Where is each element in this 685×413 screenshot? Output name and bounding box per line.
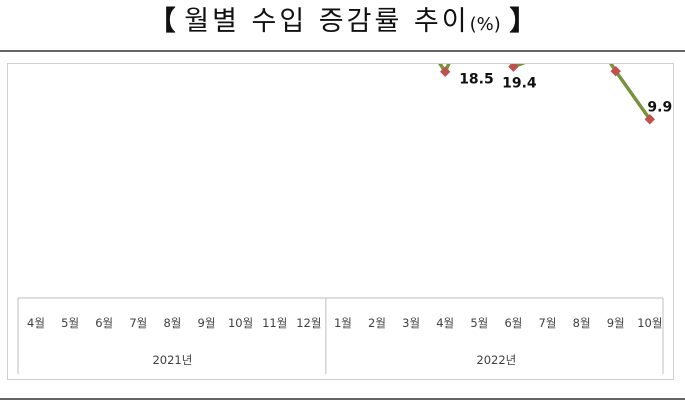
x-tick-label: 6월 xyxy=(504,316,522,330)
data-label: 18.6 xyxy=(606,64,641,65)
data-point xyxy=(644,114,655,125)
x-tick-label: 5월 xyxy=(470,316,488,330)
x-tick-label: 10월 xyxy=(228,316,253,330)
title-open-bracket: 【 xyxy=(148,6,176,37)
data-point xyxy=(610,65,621,77)
x-tick-label: 5월 xyxy=(61,316,79,330)
series-line xyxy=(438,64,652,121)
title-underline xyxy=(0,50,685,52)
x-group-label: 2022년 xyxy=(476,353,516,367)
title-text: 월별 수입 증감률 추이 xyxy=(184,6,470,37)
x-tick-label: 9월 xyxy=(607,316,625,330)
x-tick-label: 7월 xyxy=(129,316,147,330)
x-tick-label: 11월 xyxy=(262,316,287,330)
data-label: 19.4 xyxy=(502,76,537,92)
x-tick-label: 4월 xyxy=(436,316,454,330)
x-tick-label: 9월 xyxy=(198,316,216,330)
x-tick-label: 10월 xyxy=(637,316,662,330)
x-tick-label: 1월 xyxy=(334,316,352,330)
x-tick-label: 12월 xyxy=(296,316,321,330)
x-tick-label: 3월 xyxy=(402,316,420,330)
title-unit: (%) xyxy=(469,14,501,35)
line-chart: 4월 5월 6월 7월 8월 9월 10월 11월 12월 1월 2월 3월 4월 5월 6월 7월 8월 9월 1… xyxy=(17,64,672,374)
data-point xyxy=(440,66,451,77)
bottom-rule xyxy=(0,398,685,400)
x-tick-label: 7월 xyxy=(539,316,557,330)
data-label: 9.9 xyxy=(647,99,672,115)
chart-title: 【 월별 수입 증감률 추이(%) 】 xyxy=(0,0,685,44)
x-tick-label: 8월 xyxy=(163,316,181,330)
data-label: 18.5 xyxy=(459,72,494,88)
chart-area: 4월 5월 6월 7월 8월 9월 10월 11월 12월 1월 2월 3월 4월 5월 6월 7월 8월 9월 1… xyxy=(7,63,674,380)
x-group-label: 2021년 xyxy=(152,353,192,367)
x-tick-label: 6월 xyxy=(95,316,113,330)
x-tick-label: 2월 xyxy=(368,316,386,330)
title-close-bracket: 】 xyxy=(509,6,537,37)
x-tick-label: 4월 xyxy=(27,316,45,330)
data-point xyxy=(508,64,519,72)
x-tick-label: 8월 xyxy=(573,316,591,330)
